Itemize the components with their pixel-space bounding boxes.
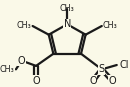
Text: O: O xyxy=(18,56,25,66)
Text: O: O xyxy=(32,76,40,86)
Text: CH₃: CH₃ xyxy=(17,21,31,30)
Text: O: O xyxy=(108,76,116,86)
Text: CH₃: CH₃ xyxy=(0,65,15,74)
Text: S: S xyxy=(99,64,105,74)
Text: Cl: Cl xyxy=(119,60,129,70)
Text: O: O xyxy=(89,76,97,86)
Text: CH₃: CH₃ xyxy=(60,4,75,13)
Text: N: N xyxy=(63,19,71,29)
Text: CH₃: CH₃ xyxy=(103,21,118,30)
